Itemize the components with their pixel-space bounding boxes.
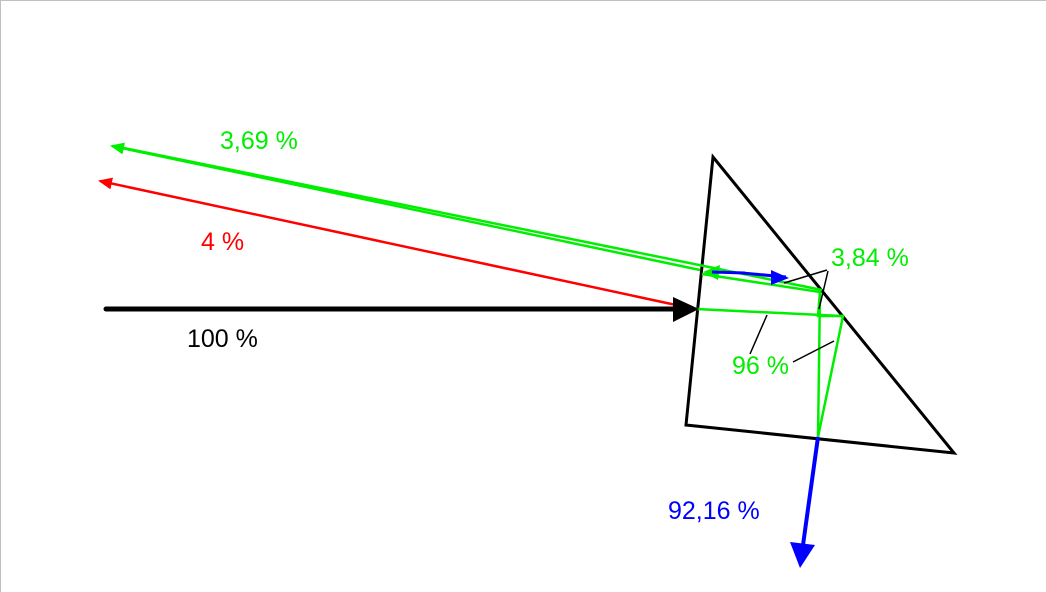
label-internal-return: 3,84 % — [831, 244, 909, 272]
label-reflected-return: 3,69 % — [220, 127, 298, 155]
reflected-ray-green — [113, 144, 823, 292]
reflected-ray-green-tail — [110, 142, 701, 272]
leader-line-internal-1 — [749, 314, 768, 355]
internal-vertical-ray-green — [816, 291, 822, 438]
label-reflected-surface: 4 % — [201, 228, 244, 256]
double-arrow-shaft-left — [711, 270, 746, 275]
reflected-ray-red — [98, 177, 691, 310]
double-arrow-head-left — [703, 265, 720, 280]
transmitted-arrowhead — [790, 542, 815, 568]
leader-line-internal-return — [783, 269, 828, 284]
label-incident: 100 % — [187, 325, 258, 353]
label-internal: 96 % — [732, 352, 789, 380]
double-arrow-head-right — [771, 270, 789, 285]
label-transmitted: 92,16 % — [668, 497, 760, 525]
leader-line-internal-return-2 — [818, 270, 829, 310]
incident-arrowhead — [673, 297, 699, 322]
prism-outline — [684, 153, 958, 455]
transmitted-ray-blue — [801, 436, 820, 546]
leader-line-internal-2 — [792, 340, 835, 363]
